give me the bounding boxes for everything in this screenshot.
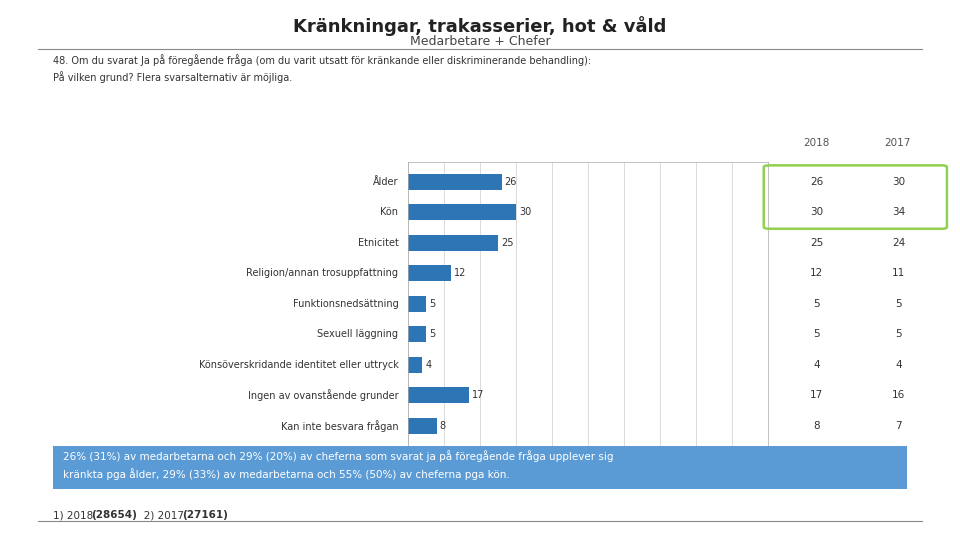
Bar [408,326,426,342]
Bar [408,418,437,434]
Text: 4: 4 [813,360,820,370]
Bar [408,296,426,312]
Text: 30: 30 [892,177,905,187]
Text: Ingen av ovanstående grunder: Ingen av ovanstående grunder [248,389,398,401]
Text: 8: 8 [813,421,820,431]
Text: 17: 17 [472,390,485,400]
Text: 11: 11 [892,268,905,278]
Bar [408,357,422,373]
Text: Kränkningar, trakasserier, hot & våld: Kränkningar, trakasserier, hot & våld [294,16,666,36]
Text: 25: 25 [810,238,823,248]
Text: Kan inte besvara frågan: Kan inte besvara frågan [280,420,398,431]
Text: 12: 12 [454,268,467,278]
Text: Ålder: Ålder [372,177,398,187]
Text: 26% (31%) av medarbetarna och 29% (20%) av cheferna som svarat ja på föregående : 26% (31%) av medarbetarna och 29% (20%) … [63,450,613,480]
Text: 5: 5 [813,329,820,339]
Text: 16: 16 [892,390,905,400]
Text: 1) 2018: 1) 2018 [53,510,96,521]
Text: 4: 4 [425,360,431,370]
Text: 24: 24 [892,238,905,248]
Text: 7: 7 [896,421,901,431]
Bar [408,387,469,403]
Text: 4: 4 [896,360,901,370]
Text: Medarbetare + Chefer: Medarbetare + Chefer [410,35,550,48]
Text: Könsöverskridande identitet eller uttryck: Könsöverskridande identitet eller uttryc… [199,360,398,370]
Text: 34: 34 [892,207,905,217]
Text: 2) 2017: 2) 2017 [134,510,187,521]
Text: 2018: 2018 [803,138,829,149]
Text: 12: 12 [810,268,823,278]
Text: 30: 30 [518,207,531,217]
Text: 8: 8 [440,421,445,431]
Text: 48. Om du svarat Ja på föregående fråga (om du varit utsatt för kränkande eller : 48. Om du svarat Ja på föregående fråga … [53,54,591,83]
Text: Funktionsnedsättning: Funktionsnedsättning [293,299,398,309]
Text: 17: 17 [810,390,823,400]
Text: 5: 5 [429,299,435,309]
Text: Etnicitet: Etnicitet [357,238,398,248]
Text: Kön: Kön [380,207,398,217]
Text: 5: 5 [813,299,820,309]
Text: 5: 5 [896,329,901,339]
Text: (28654): (28654) [91,510,137,521]
Text: Religion/annan trosuppfattning: Religion/annan trosuppfattning [247,268,398,278]
Text: 5: 5 [896,299,901,309]
Text: 25: 25 [501,238,514,248]
Text: 2017: 2017 [884,138,911,149]
Text: 26: 26 [505,177,516,187]
Bar [408,265,451,281]
Text: (27161): (27161) [182,510,228,521]
FancyBboxPatch shape [40,445,920,489]
Bar [408,174,501,190]
Bar [408,235,498,251]
Text: 5: 5 [429,329,435,339]
Text: Sexuell läggning: Sexuell läggning [318,329,398,339]
Bar [408,204,516,220]
Text: 30: 30 [810,207,823,217]
Text: 26: 26 [810,177,823,187]
